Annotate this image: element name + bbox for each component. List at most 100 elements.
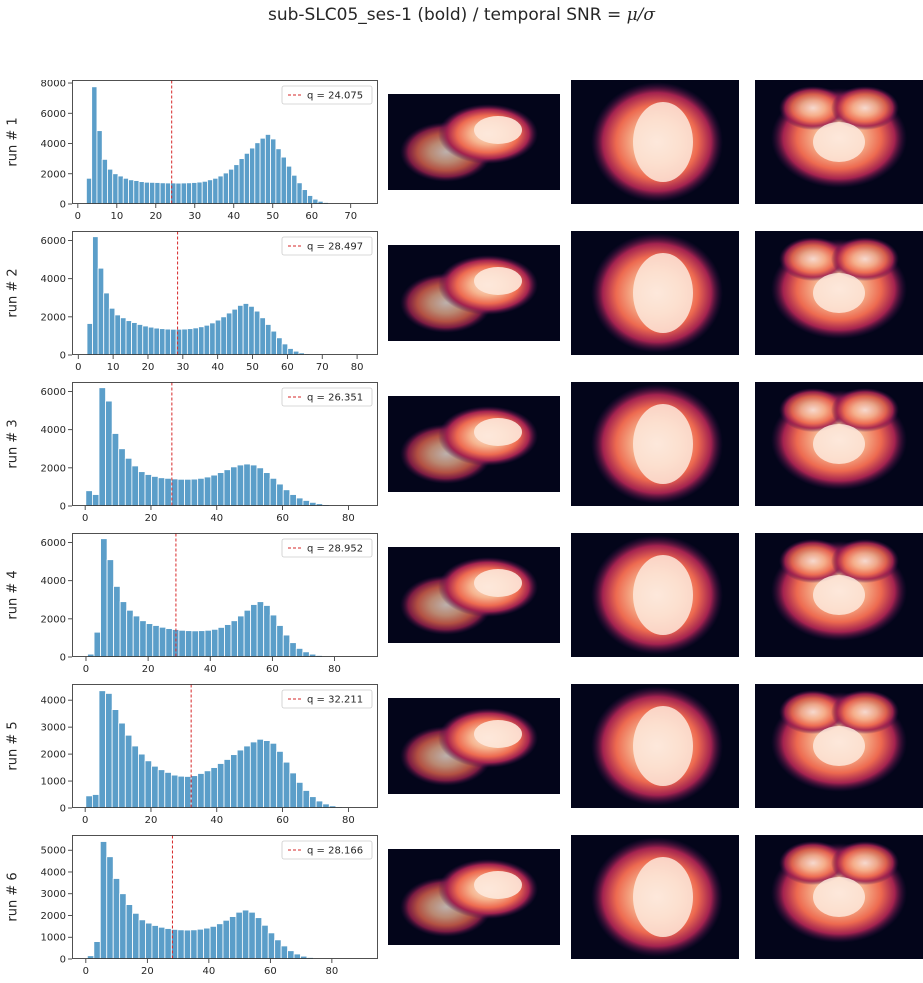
histogram-bar (176, 183, 181, 204)
x-tick-label: 40 (211, 362, 224, 373)
histogram-bar (282, 344, 288, 355)
legend-label: q = 28.497 (307, 242, 363, 253)
histogram-bar (187, 329, 193, 355)
sagittal-slice (388, 849, 560, 945)
histogram-bar (184, 930, 190, 959)
x-tick-label: 0 (82, 815, 88, 826)
histogram-bar (171, 329, 177, 355)
histogram-bar (277, 626, 284, 657)
histogram-bar (277, 338, 283, 355)
histogram-bar (237, 465, 244, 506)
histogram-bar (106, 401, 113, 506)
coronal-slice (755, 684, 923, 808)
histogram-bar (249, 912, 255, 959)
histogram-bar (185, 479, 192, 506)
histogram-bar (145, 761, 152, 808)
histogram-bar (231, 755, 238, 808)
histogram-bar (99, 388, 106, 506)
histogram-bar (106, 693, 113, 808)
histogram-bar (101, 539, 108, 657)
histogram-bar (120, 318, 126, 355)
x-tick-label: 20 (142, 362, 155, 373)
histogram-bar (296, 782, 303, 808)
histogram-bar (277, 751, 284, 808)
histogram-bar (218, 627, 225, 657)
legend: q = 28.952 (282, 539, 372, 557)
histogram-bar (268, 933, 274, 959)
histogram-bar (94, 632, 101, 657)
histogram-bar (231, 621, 238, 657)
y-tick-label: 0 (60, 804, 66, 815)
histogram-bar (264, 605, 271, 657)
histogram-bar (297, 183, 302, 204)
y-tick-label: 2000 (41, 911, 66, 922)
y-tick-label: 6000 (41, 236, 66, 247)
x-tick-label: 0 (75, 211, 81, 222)
histogram-bar (223, 920, 229, 959)
y-tick-label: 6000 (41, 387, 66, 398)
histogram-bar (254, 311, 260, 355)
histogram-bar (191, 930, 197, 959)
histogram-bar (171, 775, 178, 808)
legend: q = 32.211 (282, 690, 372, 708)
histogram-bar (250, 465, 257, 506)
histogram-bar (176, 329, 182, 355)
x-tick-label: 60 (264, 966, 277, 977)
histogram-bar (152, 766, 159, 808)
histogram-bar (238, 305, 244, 355)
y-tick-label: 6000 (41, 538, 66, 549)
histogram-bar (126, 905, 132, 959)
histogram-bar (288, 349, 294, 355)
histogram-bar (140, 621, 147, 657)
x-tick-label: 60 (281, 362, 294, 373)
histogram-bar (146, 923, 152, 959)
histogram-bar (270, 615, 277, 657)
y-tick-label: 0 (60, 200, 66, 211)
histogram-bar (224, 759, 231, 808)
axial-slice (571, 382, 739, 506)
sagittal-slice (388, 245, 560, 341)
histogram-bar (92, 495, 99, 506)
histogram-bar (257, 468, 264, 506)
histogram-bar (155, 183, 160, 204)
histogram-bar (86, 796, 93, 808)
histogram-bar (133, 616, 140, 657)
histogram-bar (202, 181, 207, 204)
legend: q = 24.075 (282, 86, 372, 104)
histogram-bar (99, 691, 106, 808)
x-tick-label: 0 (83, 966, 89, 977)
histogram-bar (211, 629, 218, 657)
x-tick-label: 70 (316, 362, 329, 373)
histogram-bar (265, 134, 270, 204)
y-tick-label: 2000 (41, 312, 66, 323)
y-tick-label: 1000 (41, 933, 66, 944)
coronal-slice (755, 835, 923, 959)
histogram-bar (185, 631, 192, 657)
histogram-bar (310, 797, 317, 808)
x-tick-label: 30 (188, 211, 201, 222)
histogram-bar (160, 183, 165, 204)
legend: q = 28.166 (282, 841, 372, 859)
histogram-bar (118, 176, 123, 204)
histogram-bar (165, 329, 171, 355)
histogram-bar (192, 183, 197, 204)
histogram-bar (86, 491, 93, 506)
histogram-bar (218, 176, 223, 204)
x-tick-label: 20 (145, 815, 158, 826)
histogram-bar (217, 764, 224, 808)
histogram-bar (199, 327, 205, 355)
histogram-bar (97, 131, 102, 204)
x-tick-label: 60 (305, 211, 318, 222)
histogram-bar (217, 924, 223, 959)
histogram-bar (286, 166, 291, 204)
histogram-bar (211, 768, 218, 808)
histogram-bar (145, 475, 152, 506)
y-tick-label: 3000 (41, 723, 66, 734)
histogram-bar (158, 770, 165, 808)
histogram-bar (119, 449, 126, 506)
histogram-bar (255, 918, 261, 959)
histogram-bar (204, 928, 210, 959)
histogram-bar (229, 169, 234, 204)
x-tick-label: 80 (342, 513, 355, 524)
histogram-bar (132, 746, 139, 808)
